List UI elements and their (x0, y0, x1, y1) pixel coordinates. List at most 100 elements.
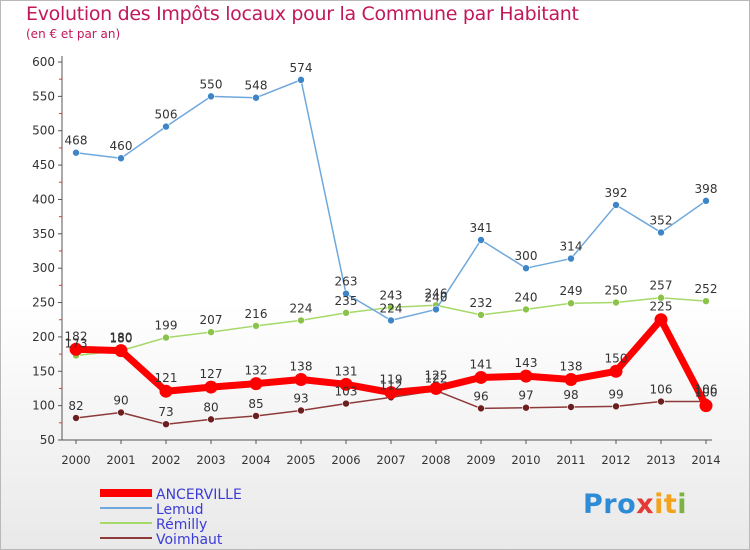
data-label: 125 (425, 368, 448, 382)
data-point (339, 377, 353, 391)
data-point (162, 420, 170, 428)
data-point (429, 381, 443, 395)
x-tick-label: 2011 (556, 453, 585, 467)
data-label: 548 (245, 79, 268, 93)
x-tick-label: 2013 (646, 453, 675, 467)
data-point (297, 406, 305, 415)
data-label: 112 (380, 378, 403, 392)
data-label: 73 (158, 405, 173, 419)
data-label: 252 (695, 282, 718, 296)
data-label: 232 (470, 296, 493, 310)
data-label: 352 (650, 213, 673, 227)
data-point (657, 293, 665, 302)
y-tick-label: 500 (32, 124, 55, 138)
chart-title: Evolution des Impôts locaux pour la Comm… (26, 3, 579, 25)
data-label: 100 (695, 386, 718, 400)
data-point (117, 154, 125, 163)
x-tick-label: 2003 (196, 453, 225, 467)
data-point (699, 399, 713, 413)
data-label: 143 (515, 356, 538, 370)
data-point (702, 297, 710, 305)
data-label: 240 (425, 290, 448, 304)
data-point (522, 305, 530, 314)
data-label: 246 (425, 286, 448, 300)
logo-part: Pro (583, 489, 637, 520)
data-label: 250 (605, 284, 628, 298)
data-label: 224 (290, 301, 313, 315)
data-label: 132 (245, 364, 268, 378)
data-label: 207 (200, 313, 223, 327)
data-label: 121 (155, 371, 178, 385)
logo-part: i (677, 489, 688, 520)
data-label: 96 (473, 389, 488, 403)
data-point (207, 92, 215, 101)
data-label: 182 (65, 329, 88, 343)
data-label: 127 (200, 367, 223, 381)
legend-label: Lemud (156, 502, 204, 518)
data-label: 141 (470, 357, 493, 371)
data-point (159, 384, 173, 398)
legend-label: ANCERVILLE (156, 487, 242, 503)
y-tick-label: 350 (32, 227, 55, 241)
data-point (567, 403, 575, 411)
data-label: 460 (110, 139, 133, 153)
y-tick-label: 300 (32, 261, 55, 275)
data-point (252, 322, 260, 330)
data-point (117, 408, 125, 417)
data-label: 106 (695, 383, 718, 397)
x-tick-label: 2004 (241, 453, 270, 467)
data-label: 119 (380, 373, 403, 387)
data-label: 257 (650, 279, 673, 293)
data-point (477, 311, 485, 319)
y-tick-label: 50 (40, 433, 55, 447)
data-label: 98 (563, 388, 578, 402)
data-point (297, 76, 305, 84)
data-label: 138 (560, 360, 583, 374)
data-point (609, 364, 623, 378)
data-label: 249 (560, 284, 583, 298)
data-label: 131 (335, 364, 358, 378)
data-point (702, 197, 710, 205)
data-label: 82 (68, 399, 83, 413)
data-point (432, 305, 440, 314)
data-point (654, 313, 668, 327)
data-label: 263 (335, 275, 358, 289)
x-tick-label: 2005 (286, 453, 315, 467)
data-label: 392 (605, 186, 628, 200)
data-label: 199 (155, 319, 178, 333)
data-label: 180 (110, 331, 133, 345)
proxiti-logo: Proxiti (583, 489, 687, 520)
data-label: 216 (245, 307, 268, 321)
x-tick-label: 2014 (691, 453, 720, 467)
y-tick-label: 200 (32, 330, 55, 344)
x-tick-label: 2009 (466, 453, 495, 467)
data-point (612, 201, 620, 209)
y-tick-label: 100 (32, 399, 55, 413)
data-point (477, 404, 485, 413)
data-point (204, 380, 218, 394)
data-label: 243 (380, 288, 403, 302)
x-tick-label: 2008 (421, 453, 450, 467)
data-point (567, 299, 575, 308)
data-point (564, 373, 578, 387)
x-tick-label: 2012 (601, 453, 630, 467)
data-label: 235 (335, 294, 358, 308)
data-label: 90 (113, 394, 128, 408)
x-tick-label: 2007 (376, 453, 405, 467)
x-tick-label: 2006 (331, 453, 360, 467)
x-tick-label: 2001 (106, 453, 135, 467)
y-tick-label: 550 (32, 89, 55, 103)
data-point (384, 386, 398, 400)
data-point (387, 316, 395, 325)
y-tick-label: 450 (32, 158, 55, 172)
data-point (342, 399, 350, 408)
data-point (69, 342, 83, 356)
x-tick-label: 2002 (151, 453, 180, 467)
data-point (477, 236, 485, 244)
data-label: 173 (65, 336, 88, 350)
data-point (207, 415, 215, 424)
data-point (252, 93, 260, 102)
data-label: 300 (515, 249, 538, 263)
data-label: 99 (608, 387, 623, 401)
chart-subtitle: (en € et par an) (26, 27, 121, 41)
